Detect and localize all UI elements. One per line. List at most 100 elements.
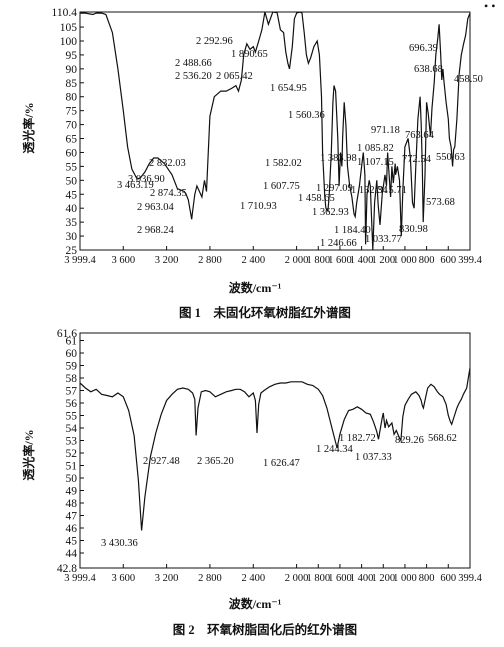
peak-label: 1 246.66 [320,238,357,249]
chart-1-spectrum-line [80,11,471,251]
chart-2: 61.6616059585756555453525150494847464544… [21,328,483,637]
x-tick-label: 600 [440,255,456,266]
x-tick-label: 1 000 [393,255,417,266]
x-tick-label: 1 800 [306,255,330,266]
x-tick-label: 1 200 [371,255,395,266]
y-tick-label: 61.6 [57,328,77,340]
x-tick-label: 1 400 [350,573,374,584]
y-tick-label: 57 [66,386,78,398]
peak-label: 2 536.20 [175,71,212,82]
chart-1-ylabel: 透光率/% [21,102,36,153]
peak-label: 1 458.65 [298,193,335,204]
peak-label: 638.68 [414,64,443,75]
y-tick-label: 56 [66,398,78,410]
peak-label: 1 362.93 [312,207,349,218]
y-tick-label: 45 [66,536,78,548]
y-tick-label: 80 [66,92,78,104]
peak-label: 1 710.93 [240,201,277,212]
x-tick-label: 1 600 [328,255,352,266]
peak-label: 3 463.19 [117,180,154,191]
y-tick-label: 46 [66,523,78,535]
peak-label: 763.64 [405,130,435,141]
x-tick-label: 399.4 [458,573,482,584]
y-tick-label: 59 [66,361,78,373]
x-tick-label: 800 [419,573,435,584]
peak-label: 2 488.66 [175,58,212,69]
peak-label: 829.26 [395,435,424,446]
x-tick-label: 2 800 [198,255,222,266]
x-tick-label: 2 400 [241,573,265,584]
peak-label: 1 383.98 [320,153,357,164]
chart-2-spectrum-line [79,367,471,531]
chart-1-xlabel: 波数/cm⁻¹ [229,280,282,295]
peak-label: 550.63 [436,152,465,163]
y-tick-label: 95 [66,50,78,62]
peak-label: 2 968.24 [137,225,175,236]
x-tick-label: 2 000 [285,573,309,584]
peak-label: 2 963.04 [137,202,175,213]
y-tick-label: 60 [66,348,78,360]
peak-label: 1 132.34 [351,185,389,196]
peak-label: 772.54 [402,154,432,165]
peak-label: 2 065.42 [216,71,253,82]
peak-label: 1 244.34 [316,444,354,455]
y-tick-label: 42.8 [57,563,77,575]
y-tick-label: 25 [66,245,78,257]
peak-label: 971.18 [371,125,400,136]
peak-label: 3 430.36 [101,538,138,549]
y-tick-label: 47 [66,511,78,523]
peak-label: 2 832.03 [149,158,186,169]
x-tick-label: 3 200 [155,255,179,266]
chart-2-x-axis: 3 999.4 3 600 3 200 2 800 2 400 2 000 1 600 1 2… [64,564,483,584]
y-tick-label: 45 [66,189,78,201]
y-tick-label: 30 [66,231,78,243]
x-tick-label: 3 600 [111,255,135,266]
chart-2-frame [79,332,471,569]
x-tick-label: 1 400 [350,255,374,266]
peak-label: 1 626.47 [263,458,300,469]
corner-dots: • • [484,0,495,13]
peak-label: 1 560.36 [288,110,325,121]
y-tick-label: 44 [66,548,78,560]
y-tick-label: 51 [66,461,78,473]
x-tick-label: 1 200 [371,573,395,584]
y-tick-label: 55 [66,411,78,423]
y-tick-label: 60 [66,147,78,159]
y-tick-label: 35 [66,217,78,229]
y-tick-label: 100 [60,36,78,48]
x-tick-label: 800 [419,255,435,266]
y-tick-label: 70 [66,120,78,132]
y-tick-label: 50 [66,175,78,187]
y-tick-label: 75 [66,106,78,118]
x-tick-label: 3 600 [111,573,135,584]
x-tick-label: 3 200 [155,573,179,584]
x-tick-label: 399.4 [458,255,482,266]
peak-label: 830.98 [399,224,428,235]
x-tick-label: 3 999.4 [64,573,96,584]
x-tick-label: 2 000 [285,255,309,266]
peak-label: 2 927.48 [143,456,180,467]
y-tick-label: 58 [66,373,78,385]
peak-label: 1 607.75 [263,181,300,192]
x-tick-label: 2 800 [198,573,222,584]
x-tick-label: 1 600 [328,573,352,584]
y-tick-label: 50 [66,473,78,485]
y-tick-label: 52 [66,448,78,460]
peak-label: 1 182.72 [339,433,376,444]
peak-label: 1 107.15 [357,157,394,168]
chart-2-caption: 图 2 环氧树脂固化后的红外谱图 [173,622,357,637]
peak-label: 915.71 [378,185,407,196]
x-tick-label: 3 999.4 [64,255,96,266]
y-tick-label: 85 [66,78,78,90]
y-tick-label: 65 [66,134,78,146]
peak-label: 458.50 [454,74,483,85]
y-tick-label: 55 [66,161,78,173]
peak-label: 1 085.82 [357,143,394,154]
chart-1-x-axis: 3 999.4 3 600 3 200 2 800 2 400 2 000 1 600 1 2… [64,246,483,266]
peak-label: 2 292.96 [196,36,233,47]
y-tick-label: 61 [66,336,78,348]
chart-2-ylabel: 透光率/% [21,429,36,480]
